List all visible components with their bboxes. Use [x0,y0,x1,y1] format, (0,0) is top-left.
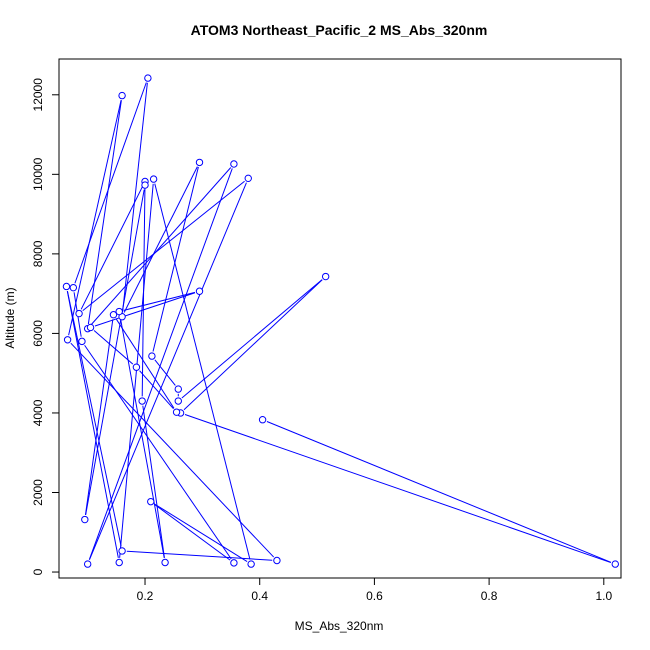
data-point [147,497,155,506]
data-point [174,385,182,393]
data-point [115,307,123,316]
data-point [78,337,86,346]
series-segment [68,100,122,336]
series-segment [122,82,148,313]
y-tick-label: 2000 [31,479,45,506]
data-point [230,160,238,168]
series-segment [74,82,147,284]
series-segment [88,168,233,560]
plot-frame [58,58,622,579]
y-tick-label: 10000 [31,157,45,191]
data-point [172,408,181,416]
y-tick-label: 6000 [31,320,45,347]
series-segment [115,318,175,409]
x-tick-label: 0.8 [481,589,498,603]
series-lines [66,82,612,564]
y-axis: 0 2000 4000 6000 8000 10000 12000 [31,78,59,575]
series-segment [123,291,196,311]
data-point [321,272,330,281]
data-point [195,287,204,295]
series-segment [89,182,247,560]
x-tick-label: 0.4 [251,589,268,603]
x-tick-label: 0.2 [137,589,154,603]
series-segment [87,100,122,325]
y-tick-label: 8000 [31,240,45,267]
x-axis: 0.2 0.4 0.6 0.8 1.0 [137,578,612,603]
series-segment [94,292,196,327]
data-point [144,74,152,82]
data-point [69,283,78,292]
data-point [86,323,95,332]
data-point [118,91,126,100]
data-point [81,515,89,524]
data-point [115,558,123,567]
y-tick-label: 0 [31,568,45,575]
data-point [149,175,158,183]
data-point [132,363,141,371]
data-point [611,560,619,568]
series-segment [93,330,134,365]
series-segment [142,405,165,558]
series-segment [84,344,232,560]
data-point [244,174,252,183]
series-segment [126,550,273,561]
series-segment [66,291,119,558]
series-segment [80,185,144,310]
series-segment [184,414,611,564]
series-segment [82,180,245,311]
data-point [118,547,126,555]
x-tick-label: 1.0 [595,589,612,603]
y-tick-label: 12000 [31,78,45,112]
series-segment [181,279,323,399]
data-point [195,158,204,167]
data-point [62,282,71,291]
data-point [161,558,169,567]
data-point [83,560,92,568]
data-point [230,559,238,567]
y-axis-label: Altitude (m) [3,287,17,348]
series-segment [85,189,145,516]
x-tick-label: 0.6 [366,589,383,603]
data-point [174,397,182,405]
series-segment [123,166,198,313]
data-point [141,181,149,189]
series-segment [141,186,146,397]
data-point [138,397,146,405]
data-point [258,416,267,424]
series-points [62,74,619,568]
series-segment [154,503,248,563]
data-point [247,560,255,568]
y-tick-label: 4000 [31,399,45,426]
data-point [148,352,156,360]
data-point [273,556,281,565]
series-segment [90,167,232,326]
series-segment [152,166,199,352]
series-segment [183,279,323,411]
series-segment [154,183,251,560]
series-segment [266,421,612,563]
series-segment [139,370,174,409]
x-axis-label: MS_Abs_320nm [295,619,384,633]
series-segment [119,316,165,558]
data-point [63,336,72,344]
data-point [109,311,118,319]
series-segment [66,290,122,547]
chart-title: ATOM3 Northeast_Pacific_2 MS_Abs_320nm [191,22,488,38]
data-point [75,309,83,318]
series-segment [84,319,114,515]
series-segment [154,359,176,386]
series-segment [154,504,231,561]
